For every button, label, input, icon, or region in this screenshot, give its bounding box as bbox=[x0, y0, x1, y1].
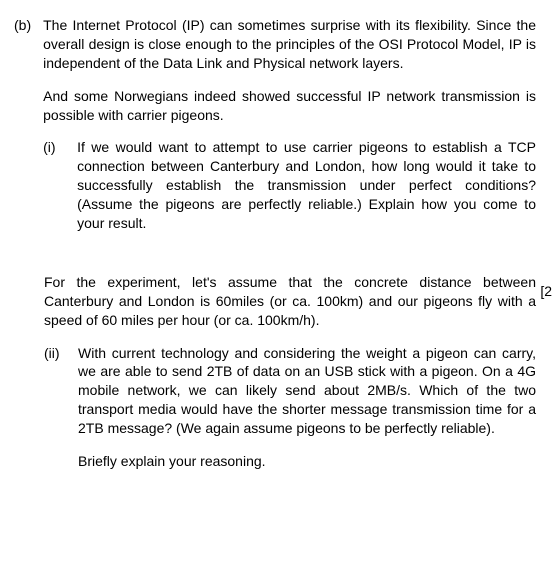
sub-i-marker: (i) bbox=[43, 138, 77, 232]
para-b1: The Internet Protocol (IP) can sometimes… bbox=[43, 16, 536, 73]
sub-ii-section: (ii) With current technology and conside… bbox=[44, 344, 536, 471]
para-ii-tail: Briefly explain your reasoning. bbox=[78, 452, 536, 471]
part-b-marker: (b) bbox=[14, 16, 43, 233]
sub-ii-marker: (ii) bbox=[44, 344, 78, 471]
sub-ii-content: With current technology and considering … bbox=[78, 344, 536, 471]
marks-bracket: [2 bbox=[540, 282, 552, 301]
sub-i-content: If we would want to attempt to use carri… bbox=[77, 138, 536, 232]
para-ii: With current technology and considering … bbox=[78, 344, 536, 438]
sub-i-section: (i) If we would want to attempt to use c… bbox=[43, 138, 536, 232]
experiment-block: For the experiment, let's assume that th… bbox=[44, 273, 536, 471]
para-experiment: For the experiment, let's assume that th… bbox=[44, 273, 536, 330]
part-b-content: The Internet Protocol (IP) can sometimes… bbox=[43, 16, 536, 233]
part-b-section: (b) The Internet Protocol (IP) can somet… bbox=[14, 16, 536, 233]
para-b2: And some Norwegians indeed showed succes… bbox=[43, 87, 536, 125]
